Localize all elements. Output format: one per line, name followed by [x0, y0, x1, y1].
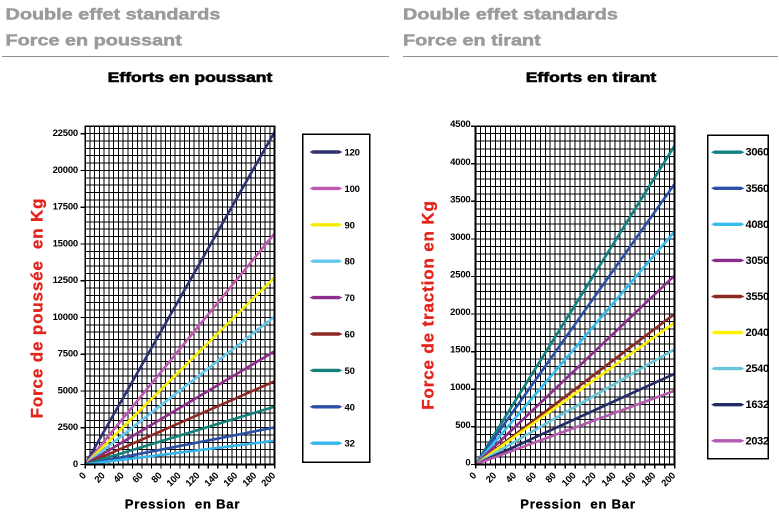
svg-text:80: 80: [345, 257, 355, 268]
svg-text:Efforts en poussant: Efforts en poussant: [108, 71, 274, 86]
svg-text:3560: 3560: [746, 183, 769, 195]
svg-text:100: 100: [165, 471, 184, 490]
svg-text:0: 0: [465, 457, 470, 468]
svg-text:4000: 4000: [450, 157, 470, 168]
svg-text:60: 60: [524, 471, 539, 486]
svg-text:70: 70: [345, 293, 355, 304]
svg-text:3060: 3060: [746, 147, 769, 159]
svg-text:Double effet standards: Double effet standards: [403, 6, 618, 23]
svg-text:0: 0: [468, 471, 479, 482]
svg-text:1632: 1632: [746, 399, 769, 411]
svg-text:20: 20: [484, 471, 499, 486]
svg-text:60: 60: [130, 471, 145, 486]
svg-text:1000: 1000: [450, 382, 470, 393]
svg-text:80: 80: [544, 471, 559, 486]
svg-text:2540: 2540: [746, 363, 769, 375]
svg-text:4500: 4500: [450, 119, 470, 130]
svg-text:2500: 2500: [58, 422, 78, 433]
svg-text:160: 160: [620, 471, 639, 490]
svg-text:120: 120: [184, 471, 203, 490]
svg-text:200: 200: [259, 471, 278, 490]
svg-text:10000: 10000: [53, 312, 78, 323]
svg-text:20000: 20000: [53, 165, 78, 176]
svg-text:1500: 1500: [450, 345, 470, 356]
svg-text:50: 50: [345, 366, 355, 377]
svg-text:140: 140: [600, 471, 619, 490]
svg-text:40: 40: [345, 402, 355, 413]
svg-text:180: 180: [640, 471, 659, 490]
svg-text:0: 0: [73, 459, 78, 470]
svg-text:2500: 2500: [450, 270, 470, 281]
svg-text:40: 40: [504, 471, 519, 486]
svg-text:17500: 17500: [53, 202, 78, 213]
svg-text:15000: 15000: [53, 238, 78, 249]
svg-text:2040: 2040: [746, 327, 769, 339]
svg-text:32: 32: [345, 439, 355, 450]
svg-text:Efforts en tirant: Efforts en tirant: [526, 71, 657, 86]
svg-text:80: 80: [149, 471, 164, 486]
svg-text:3000: 3000: [450, 232, 470, 243]
svg-text:Pression en Bar: Pression en Bar: [125, 497, 240, 512]
svg-text:12500: 12500: [53, 275, 78, 286]
svg-text:3500: 3500: [450, 194, 470, 205]
svg-text:120: 120: [580, 471, 599, 490]
svg-text:40: 40: [112, 471, 127, 486]
svg-text:Force de poussée en Kg: Force de poussée en Kg: [28, 198, 47, 419]
svg-text:3050: 3050: [746, 255, 769, 267]
svg-text:60: 60: [345, 330, 355, 341]
svg-text:160: 160: [222, 471, 241, 490]
svg-text:100: 100: [560, 471, 579, 490]
svg-text:22500: 22500: [53, 128, 78, 139]
svg-text:20: 20: [93, 471, 108, 486]
svg-text:4080: 4080: [746, 219, 769, 231]
svg-text:2000: 2000: [450, 307, 470, 318]
svg-text:180: 180: [241, 471, 260, 490]
svg-text:100: 100: [345, 184, 360, 195]
svg-text:120: 120: [345, 148, 360, 159]
svg-text:Force en tirant: Force en tirant: [403, 32, 541, 49]
svg-text:0: 0: [77, 471, 88, 482]
svg-text:140: 140: [203, 471, 222, 490]
svg-text:3550: 3550: [746, 291, 769, 303]
svg-text:Pression en Bar: Pression en Bar: [520, 497, 635, 512]
svg-text:Force en poussant: Force en poussant: [6, 32, 182, 49]
svg-text:90: 90: [345, 220, 355, 231]
svg-text:2032: 2032: [746, 435, 769, 447]
svg-text:Force de traction en Kg: Force de traction en Kg: [419, 200, 438, 409]
svg-text:Double effet standards: Double effet standards: [6, 6, 221, 23]
svg-text:5000: 5000: [58, 385, 78, 396]
svg-text:200: 200: [659, 471, 678, 490]
svg-text:7500: 7500: [58, 349, 78, 360]
svg-text:500: 500: [455, 420, 470, 431]
